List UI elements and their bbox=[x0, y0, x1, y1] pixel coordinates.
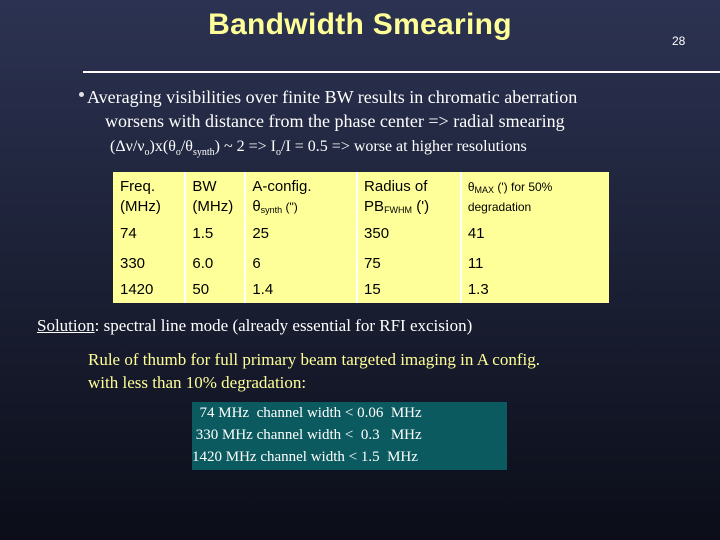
channel-width-box: 74 MHz channel width < 0.06 MHz 330 MHz … bbox=[192, 402, 507, 470]
table-row: 74 1.5 25 350 41 bbox=[113, 224, 609, 251]
table-cell: 1.4 bbox=[244, 276, 358, 303]
header-freq: Freq. (MHz) bbox=[113, 172, 186, 225]
title-divider bbox=[83, 71, 720, 73]
table-header-row: Freq. (MHz) BW (MHz) A-config. θsynth ("… bbox=[113, 172, 609, 225]
table-cell: 1.3 bbox=[459, 276, 609, 303]
table-cell: 25 bbox=[244, 224, 358, 251]
bullet-line-2: worsens with distance from the phase cen… bbox=[105, 111, 565, 131]
header-a-config: A-config. θsynth (") bbox=[244, 172, 358, 225]
rule-of-thumb: Rule of thumb for full primary beam targ… bbox=[88, 350, 540, 392]
table-cell: 6 bbox=[244, 250, 358, 277]
table-cell: 15 bbox=[356, 276, 462, 303]
table-cell: 41 bbox=[459, 224, 609, 251]
bullet-line-1: Averaging visibilities over finite BW re… bbox=[87, 87, 578, 107]
table-cell: 1420 bbox=[113, 276, 186, 303]
solution-label: Solution bbox=[37, 316, 95, 335]
table-cell: 75 bbox=[356, 250, 462, 277]
solution-text: Solution: spectral line mode (already es… bbox=[37, 316, 473, 335]
table-row: 330 6.0 6 75 11 bbox=[113, 250, 609, 277]
channel-line-330: 330 MHz channel width < 0.3 MHz bbox=[192, 427, 422, 443]
header-radius: Radius of PBFWHM (') bbox=[356, 172, 462, 225]
slide-title: Bandwidth Smearing bbox=[208, 8, 512, 41]
table-cell: 74 bbox=[113, 224, 186, 251]
table-cell: 50 bbox=[184, 276, 246, 303]
table-cell: 350 bbox=[356, 224, 462, 251]
header-theta-max: θMAX (') for 50% degradation bbox=[459, 172, 609, 225]
table-cell: 1.5 bbox=[184, 224, 246, 251]
page-number: 28 bbox=[672, 34, 686, 48]
bullet-line-3: (Δν/νo)x(θo/θsynth) ~ 2 => Io/I = 0.5 =>… bbox=[110, 138, 527, 159]
table-cell: 6.0 bbox=[184, 250, 246, 277]
header-bw: BW (MHz) bbox=[184, 172, 246, 225]
bullet-icon bbox=[79, 92, 84, 97]
table-cell: 11 bbox=[459, 250, 609, 277]
table-cell: 330 bbox=[113, 250, 186, 277]
channel-line-1420: 1420 MHz channel width < 1.5 MHz bbox=[192, 449, 418, 465]
smearing-table: Freq. (MHz) BW (MHz) A-config. θsynth ("… bbox=[113, 172, 609, 303]
channel-line-74: 74 MHz channel width < 0.06 MHz bbox=[192, 405, 422, 421]
table-row: 1420 50 1.4 15 1.3 bbox=[113, 276, 609, 303]
